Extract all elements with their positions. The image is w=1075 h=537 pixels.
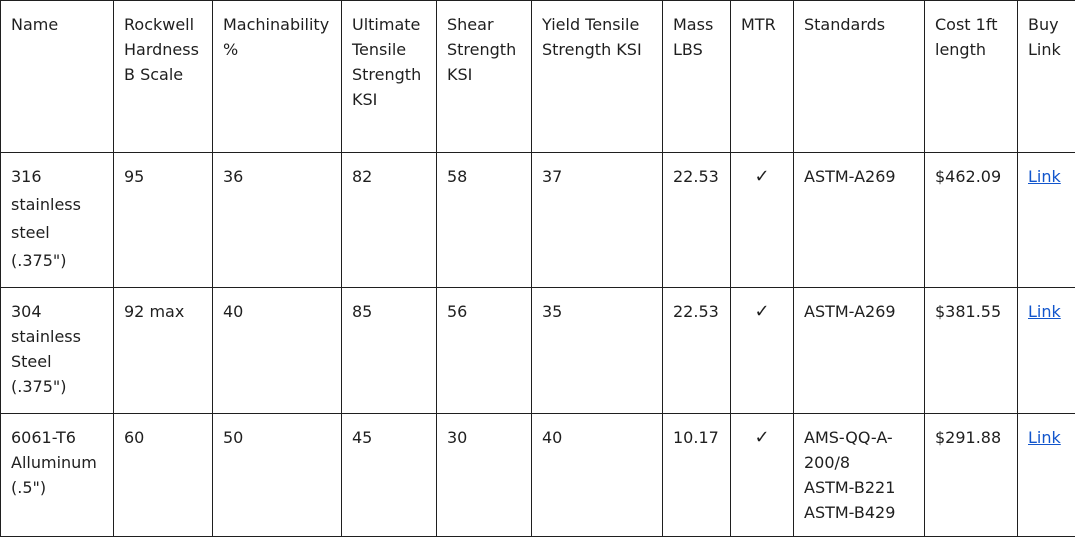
table-row: 316 stainless steel (.375") 95 36 82 58 … [1,153,1075,288]
standard-item: ASTM-A269 [804,164,918,189]
column-header-uts: Ultimate Tensile Strength KSI [342,1,437,153]
header-row: Name Rockwell Hardness B Scale Machinabi… [1,1,1075,153]
cell-yield: 37 [532,153,663,288]
column-header-hardness: Rockwell Hardness B Scale [114,1,213,153]
column-header-yield: Yield Tensile Strength KSI [532,1,663,153]
table-row: 304 stainless Steel (.375") 92 max 40 85… [1,288,1075,414]
mtr-check-icon: ✓ [731,288,794,414]
cell-uts: 45 [342,414,437,537]
cell-name: 304 stainless Steel (.375") [1,288,114,414]
cell-hardness: 60 [114,414,213,537]
column-header-shear: Shear Strength KSI [437,1,532,153]
cell-hardness: 95 [114,153,213,288]
cell-cost: $291.88 [925,414,1018,537]
column-header-name: Name [1,1,114,153]
cell-cost: $381.55 [925,288,1018,414]
cell-buy-link: Link [1018,288,1075,414]
cell-standards: AMS-QQ-A-200/8 ASTM-B221 ASTM-B429 [794,414,925,537]
column-header-buy-link: Buy Link [1018,1,1075,153]
cell-hardness: 92 max [114,288,213,414]
cell-shear: 56 [437,288,532,414]
cell-yield: 35 [532,288,663,414]
standard-item: AMS-QQ-A-200/8 [804,425,918,475]
cell-cost: $462.09 [925,153,1018,288]
cell-buy-link: Link [1018,414,1075,537]
buy-link[interactable]: Link [1028,167,1061,186]
cell-machinability: 36 [213,153,342,288]
cell-shear: 58 [437,153,532,288]
cell-mass: 10.17 [663,414,731,537]
buy-link[interactable]: Link [1028,428,1061,447]
cell-name: 6061-T6 Alluminum (.5") [1,414,114,537]
cell-uts: 82 [342,153,437,288]
column-header-machinability: Machinability % [213,1,342,153]
cell-standards: ASTM-A269 [794,153,925,288]
cell-mass: 22.53 [663,153,731,288]
cell-yield: 40 [532,414,663,537]
cell-uts: 85 [342,288,437,414]
cell-machinability: 50 [213,414,342,537]
buy-link[interactable]: Link [1028,302,1061,321]
mtr-check-icon: ✓ [731,414,794,537]
cell-mass: 22.53 [663,288,731,414]
cell-name: 316 stainless steel (.375") [1,153,114,288]
standard-item: ASTM-B429 [804,500,918,525]
table-row: 6061-T6 Alluminum (.5") 60 50 45 30 40 1… [1,414,1075,537]
cell-shear: 30 [437,414,532,537]
column-header-cost: Cost 1ft length [925,1,1018,153]
cell-machinability: 40 [213,288,342,414]
standard-item: ASTM-B221 [804,475,918,500]
cell-standards: ASTM-A269 [794,288,925,414]
mtr-check-icon: ✓ [731,153,794,288]
standard-item: ASTM-A269 [804,299,918,324]
column-header-standards: Standards [794,1,925,153]
cell-buy-link: Link [1018,153,1075,288]
column-header-mass: Mass LBS [663,1,731,153]
column-header-mtr: MTR [731,1,794,153]
